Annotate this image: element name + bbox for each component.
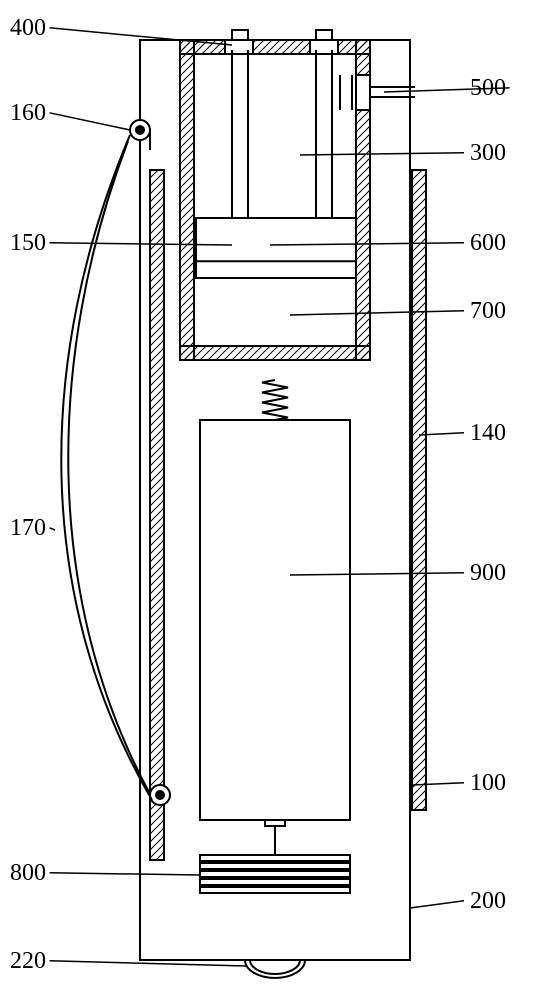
label-150: 150 <box>10 230 46 256</box>
label-300: 300 <box>470 140 506 166</box>
label-600: 600 <box>470 230 506 256</box>
label-700: 700 <box>470 298 506 324</box>
label-400: 400 <box>10 15 46 41</box>
label-170: 170 <box>10 515 46 541</box>
label-800: 800 <box>10 860 46 886</box>
label-140: 140 <box>470 420 506 446</box>
label-200: 200 <box>470 888 506 914</box>
label-220: 220 <box>10 948 46 974</box>
label-500: 500 <box>470 75 506 101</box>
label-160: 160 <box>10 100 46 126</box>
label-900: 900 <box>470 560 506 586</box>
label-100: 100 <box>470 770 506 796</box>
